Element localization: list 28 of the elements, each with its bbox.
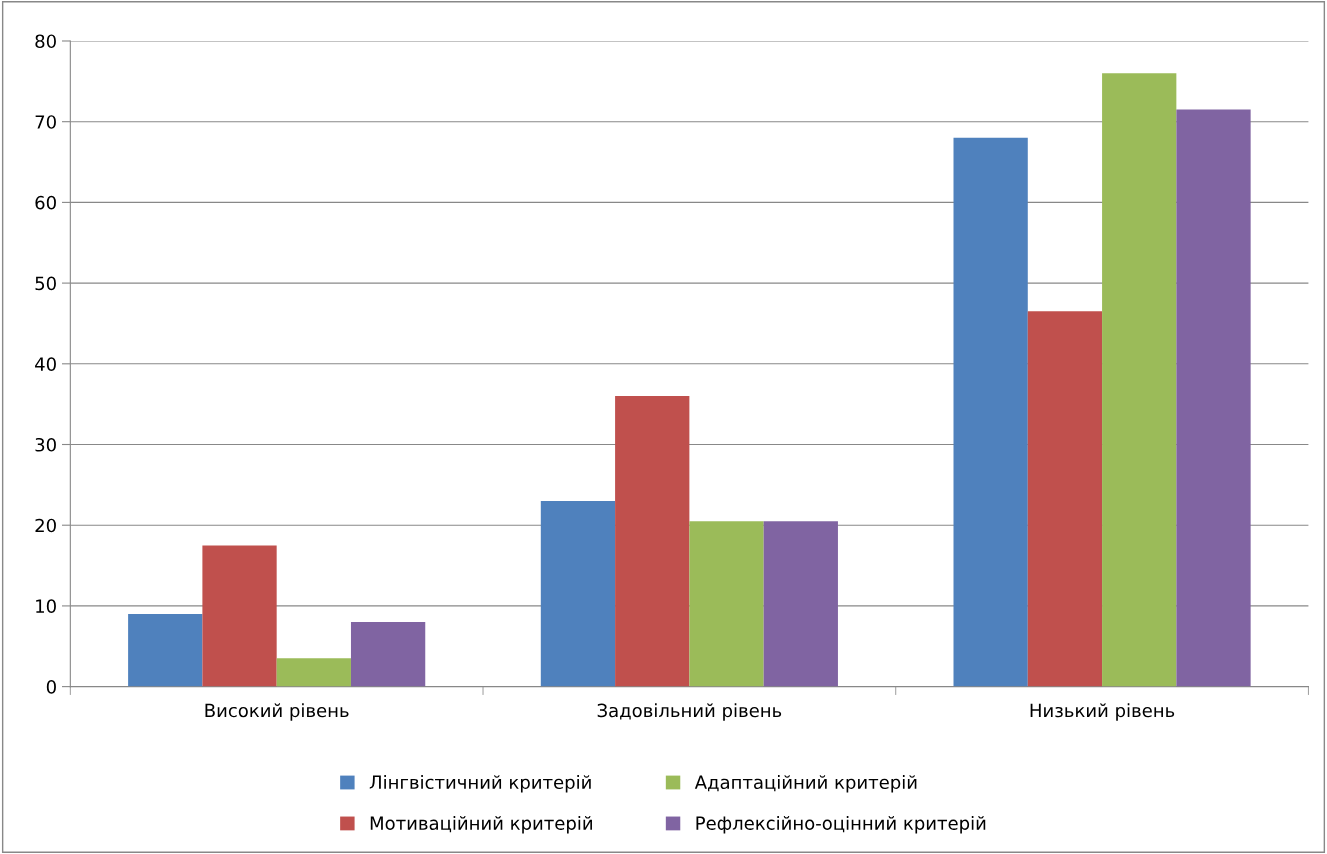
bar [540,501,616,687]
x-tick-label: Низький рівень [1030,703,1175,721]
y-tick-label: 80 [35,34,56,49]
legend-label: Лінгвістичний критерій [369,775,591,793]
bar [763,521,838,687]
bar [1176,109,1251,687]
bar [128,613,203,687]
bar [202,545,277,687]
bar [1027,311,1103,687]
legend-label: Рефлексійно-оцінний критерій [696,816,986,834]
legend-label: Мотиваційний критерій [370,816,592,834]
legend-label: Адаптаційний критерій [694,775,917,793]
bar [1102,73,1177,687]
x-tick-label: Високий рівень [205,703,349,721]
y-tick-label: 30 [35,437,56,452]
y-tick-label: 20 [35,518,56,533]
bar [350,622,426,687]
y-tick-label: 40 [35,357,56,371]
bar [615,396,690,687]
y-tick-label: 50 [35,276,56,291]
bar [689,521,764,687]
y-tick-label: 70 [35,115,56,129]
y-tick-label: 10 [36,599,56,614]
bar [953,137,1028,687]
x-tick-label: Задовільний рівень [597,703,782,721]
bar [276,658,351,687]
y-tick-label: 0 [46,680,56,694]
y-tick-label: 60 [35,195,56,210]
